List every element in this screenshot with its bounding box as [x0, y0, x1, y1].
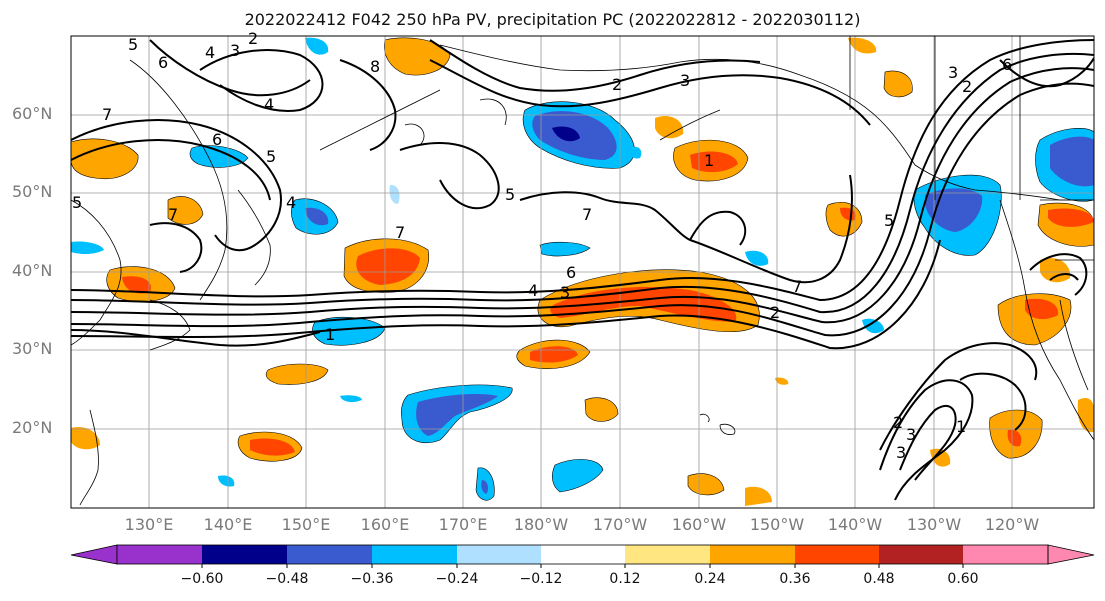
colorbar-segment — [117, 545, 202, 564]
contour-label: 5 — [266, 147, 276, 166]
colorbar-tick-label: −0.24 — [435, 571, 479, 587]
colorbar-segment — [541, 545, 625, 564]
contour-label: 3 — [680, 71, 690, 90]
colorbar-segment — [457, 545, 541, 564]
colorbar-tick-label: −0.48 — [265, 571, 309, 587]
lon-label: 130°W — [906, 515, 962, 534]
contour-label: 1 — [956, 417, 966, 436]
contour-label: 1 — [704, 151, 714, 170]
lon-label: 180°W — [513, 515, 569, 534]
colorbar-segment — [287, 545, 372, 564]
colorbar-segment — [202, 545, 287, 564]
contour-label: 6 — [566, 263, 576, 282]
colorbar-tick-label: −0.36 — [350, 571, 394, 587]
contour-label: 3 — [230, 41, 240, 60]
contour-label: 2 — [893, 413, 903, 432]
contour-label: 3 — [906, 425, 916, 444]
contour-label: 8 — [370, 57, 380, 76]
contour-label: 3 — [948, 63, 958, 82]
lon-label: 140°W — [827, 515, 883, 534]
contour-label: 1 — [325, 325, 335, 344]
contour-label: 3 — [896, 443, 906, 462]
lon-label: 130°E — [124, 515, 174, 534]
colorbar-tick-label: −0.60 — [180, 571, 224, 587]
negative-anomaly-areas — [71, 37, 1094, 501]
contour-label: 5 — [72, 193, 82, 212]
colorbar-tick-label: 0.48 — [863, 571, 895, 587]
lon-label: 160°E — [360, 515, 410, 534]
lat-label: 60°N — [12, 104, 53, 123]
contour-label: 2 — [612, 75, 622, 94]
contour-labels: 5 4 3 2 6 8 7 2 3 4 5 6 5 4 7 7 5 6 7 4 … — [72, 29, 1012, 462]
lon-label: 170°E — [438, 515, 488, 534]
contour-label: 5 — [128, 35, 138, 54]
lon-label: 170°W — [592, 515, 648, 534]
colorbar-tick-label: 0.36 — [779, 571, 811, 587]
lon-label: 120°W — [984, 515, 1040, 534]
lat-label: 20°N — [12, 418, 53, 437]
colorbar-segment — [795, 545, 879, 564]
colorbar-segment — [372, 545, 457, 564]
contour-label: 2 — [962, 77, 972, 96]
colorbar-segment — [879, 545, 963, 564]
colorbar-tick-label: −0.12 — [519, 571, 563, 587]
contour-label: 7 — [582, 205, 592, 224]
contour-label: 7 — [792, 277, 802, 296]
lat-label: 40°N — [12, 261, 53, 280]
contour-label: 6 — [1002, 55, 1012, 74]
lon-label: 140°E — [203, 515, 253, 534]
colorbar-segment — [710, 545, 795, 564]
colorbar-tick-label: 0.60 — [947, 571, 979, 587]
precipitation-shading — [71, 37, 1094, 506]
contour-label: 7 — [168, 205, 178, 224]
map-frame — [70, 35, 1095, 509]
contour-label: 4 — [205, 43, 215, 62]
contour-label: 3 — [560, 283, 570, 302]
colorbar-upper-extension — [1047, 544, 1095, 565]
contour-label: 2 — [770, 303, 780, 322]
contour-label: 5 — [505, 185, 515, 204]
contour-label: 4 — [264, 95, 274, 114]
contour-label: 2 — [248, 29, 258, 48]
colorbar-segment — [963, 545, 1048, 564]
lon-label: 150°E — [281, 515, 331, 534]
contour-label: 6 — [158, 53, 168, 72]
contour-label: 7 — [102, 105, 112, 124]
coastlines — [71, 36, 1094, 506]
contour-label: 6 — [212, 130, 222, 149]
contour-label: 4 — [286, 193, 296, 212]
colorbar-segment — [625, 545, 710, 564]
colorbar-tick-label: 0.12 — [609, 571, 641, 587]
contour-label: 4 — [528, 281, 538, 300]
colorbar — [70, 544, 1095, 568]
colorbar-lower-extension — [70, 544, 118, 565]
map-title: 2022022412 F042 250 hPa PV, precipitatio… — [244, 10, 861, 29]
contour-label: 5 — [884, 211, 894, 230]
lat-label: 50°N — [12, 182, 53, 201]
lon-label: 150°W — [749, 515, 805, 534]
pv-contours — [71, 39, 1094, 501]
contour-label: 7 — [395, 223, 405, 242]
lat-label: 30°N — [12, 339, 53, 358]
colorbar-tick-label: 0.24 — [694, 571, 726, 587]
lon-label: 160°W — [671, 515, 727, 534]
